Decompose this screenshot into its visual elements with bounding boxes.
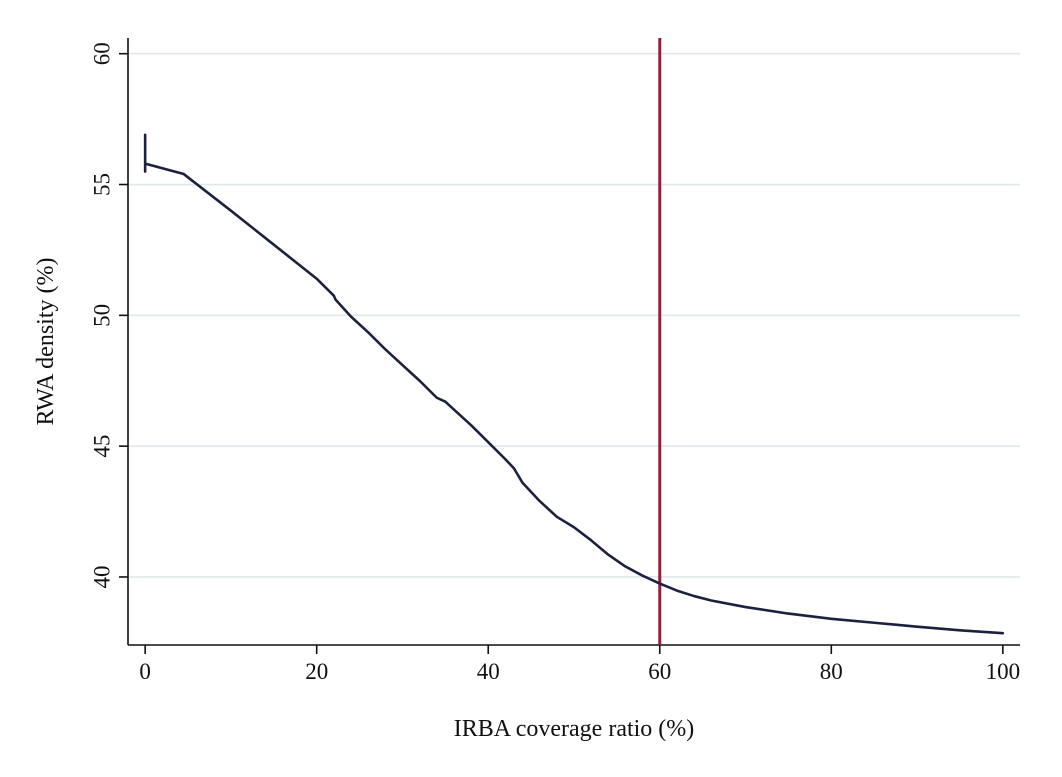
x-tick-label-100: 100 xyxy=(986,659,1021,684)
ticks: 0 20 40 60 80 100 40 45 50 55 60 xyxy=(90,42,1021,684)
y-tick-label-50: 50 xyxy=(90,304,115,327)
y-tick-label-45: 45 xyxy=(90,435,115,458)
y-tick-label-55: 55 xyxy=(90,173,115,196)
series xyxy=(143,133,1005,635)
x-axis-title: IRBA coverage ratio (%) xyxy=(454,716,695,742)
x-tick-label-20: 20 xyxy=(305,659,328,684)
x-tick-label-40: 40 xyxy=(477,659,500,684)
series-line-0 xyxy=(143,133,1005,635)
x-tick-label-0: 0 xyxy=(139,659,151,684)
y-tick-label-40: 40 xyxy=(90,565,115,588)
x-tick-label-80: 80 xyxy=(820,659,843,684)
x-tick-label-60: 60 xyxy=(648,659,671,684)
axes xyxy=(127,38,1020,646)
y-axis-title: RWA density (%) xyxy=(33,258,59,426)
grid-lines xyxy=(128,52,1020,578)
y-tick-label-60: 60 xyxy=(90,42,115,65)
